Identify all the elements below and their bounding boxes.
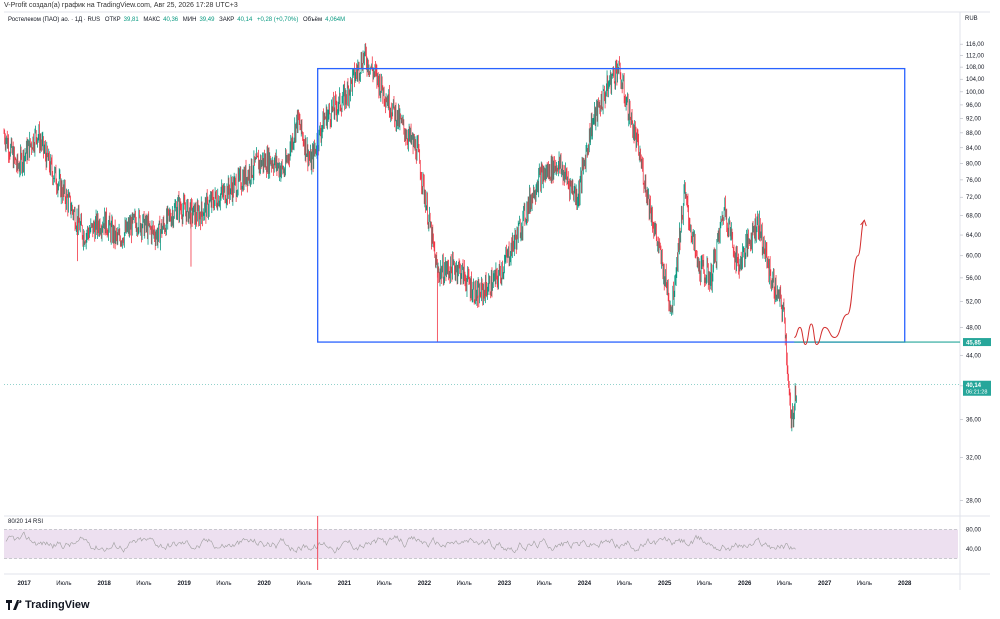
y-tick-label: 36,00	[966, 418, 982, 424]
forecast-arrowhead	[860, 219, 867, 227]
x-tick-label: Июль	[376, 581, 391, 587]
x-tick-label: 2024	[578, 581, 592, 587]
x-tick-label: Июль	[697, 581, 712, 587]
x-tick-label: Июль	[777, 581, 792, 587]
last-price-label: 40,14	[966, 383, 982, 389]
y-tick-label: 72,00	[966, 195, 982, 201]
y-tick-label: 96,00	[966, 103, 982, 109]
high-label: МАКС	[143, 17, 161, 23]
x-tick-label: 2019	[178, 581, 192, 587]
x-tick-label: 2017	[17, 581, 31, 587]
open-value: 39,81	[123, 17, 139, 23]
x-tick-label: 2022	[418, 581, 432, 587]
currency-label[interactable]: RUB	[965, 16, 978, 22]
y-tick-label: 108,00	[966, 65, 985, 71]
y-tick-label: 100,00	[966, 90, 985, 96]
x-tick-label: Июль	[296, 581, 311, 587]
x-tick-label: 2025	[658, 581, 672, 587]
close-value: 40,14	[237, 17, 253, 23]
volume-value: 4,064M	[325, 17, 346, 23]
x-tick-label: 2021	[338, 581, 352, 587]
high-value: 40,36	[163, 17, 179, 23]
close-label: ЗАКР	[219, 17, 235, 23]
x-tick-label: Июль	[216, 581, 231, 587]
y-tick-label: 52,00	[966, 300, 982, 306]
x-tick-label: 2028	[898, 581, 912, 587]
rsi-tick-label: 40,00	[966, 547, 982, 553]
y-tick-label: 68,00	[966, 214, 982, 220]
brand-name: TradingView	[25, 599, 90, 611]
y-tick-label: 48,00	[966, 325, 982, 331]
rsi-band	[4, 529, 958, 559]
y-tick-label: 76,00	[966, 178, 982, 184]
level-price-tag	[963, 338, 991, 347]
x-tick-label: Июль	[536, 581, 551, 587]
countdown-label: 06:21:28	[966, 390, 987, 396]
y-tick-label: 92,00	[966, 117, 982, 123]
y-tick-label: 84,00	[966, 146, 982, 152]
rsi-tick-label: 80,00	[966, 528, 982, 534]
y-tick-label: 88,00	[966, 131, 982, 137]
x-tick-label: Июль	[456, 581, 471, 587]
y-tick-label: 64,00	[966, 233, 982, 239]
rsi-label: 80/20 14 RSI	[8, 519, 44, 525]
open-label: ОТКР	[104, 17, 121, 23]
range-box	[317, 67, 906, 343]
y-tick-label: 116,00	[966, 42, 985, 48]
x-tick-label: Июль	[857, 581, 872, 587]
x-tick-label: 2018	[97, 581, 111, 587]
level-price-label: 45,85	[966, 340, 982, 346]
x-tick-label: Июль	[136, 581, 151, 587]
y-tick-label: 56,00	[966, 276, 982, 282]
y-tick-label: 32,00	[966, 455, 982, 461]
x-tick-label: 2023	[498, 581, 512, 587]
candles	[3, 42, 797, 432]
y-tick-label: 28,00	[966, 498, 982, 504]
symbol-name[interactable]: Ростелеком (ПАО) ао. · 1Д · RUS	[8, 17, 101, 23]
tradingview-logo[interactable]: TradingView	[6, 599, 90, 611]
x-tick-label: Июль	[617, 581, 632, 587]
change-value: +0,28 (+0,70%)	[256, 17, 299, 23]
x-tick-label: 2026	[738, 581, 752, 587]
x-tick-label: 2020	[258, 581, 272, 587]
low-label: МИН	[182, 17, 197, 23]
rsi-line	[5, 531, 796, 554]
y-tick-label: 44,00	[966, 353, 982, 359]
volume-label: Объём	[303, 17, 323, 23]
y-tick-label: 80,00	[966, 161, 982, 167]
x-tick-label: 2027	[818, 581, 832, 587]
symbol-legend: Ростелеком (ПАО) ао. · 1Д · RUS ОТКР 39,8…	[8, 17, 348, 23]
tradingview-icon	[6, 600, 22, 610]
x-tick-label: Июль	[56, 581, 71, 587]
y-tick-label: 104,00	[966, 77, 985, 83]
y-tick-label: 112,00	[966, 53, 985, 59]
forecast-path	[794, 219, 865, 346]
last-price-tag	[963, 380, 991, 396]
low-value: 39,49	[199, 17, 215, 23]
author-line: V-Profit создал(а) график на TradingView…	[4, 2, 238, 9]
y-tick-label: 60,00	[966, 254, 982, 260]
